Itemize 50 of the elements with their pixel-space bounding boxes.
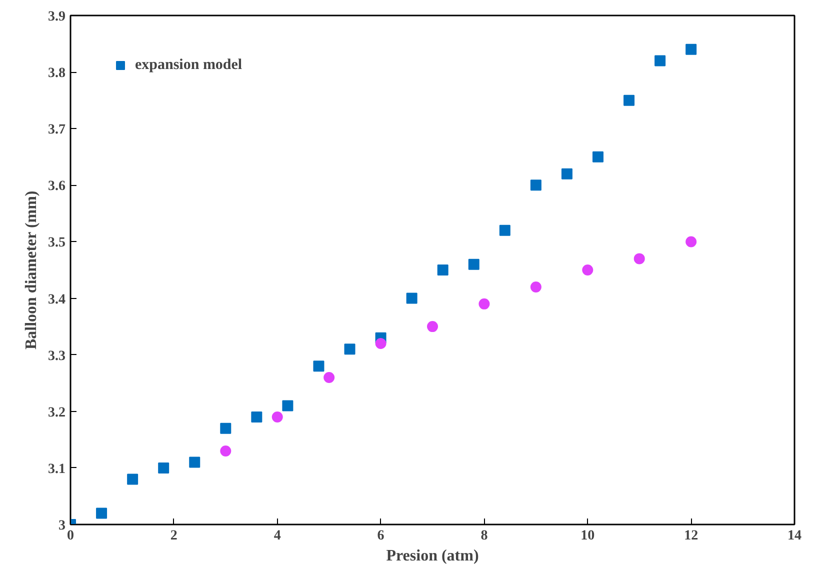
point [220,422,232,434]
y-axis-title: Balloon diameter (mm) [23,190,40,350]
y-tick-label: 3.4 [48,292,66,308]
point [686,236,697,248]
point [499,224,510,236]
point [313,360,324,372]
point [324,372,335,383]
y-tick-label: 3.8 [48,66,66,82]
x-axis-title: Presion (atm) [386,548,479,564]
point [127,474,138,485]
point [654,55,666,66]
point [561,168,572,180]
y-tick-label: 3 [58,518,66,534]
y-tick-label: 3.3 [48,348,66,364]
x-tick-label: 0 [67,528,74,544]
y-tick-label: 3.6 [48,179,66,194]
point [468,258,480,270]
point [189,456,200,468]
y-tick-label: 3.7 [48,122,66,138]
point [478,298,490,310]
point [96,508,108,519]
point [582,264,594,276]
point [282,400,294,412]
x-tick-label: 14 [788,528,802,544]
point [634,253,645,264]
x-tick-label: 10 [580,528,595,544]
x-tick-label: 6 [377,528,384,544]
point [375,338,386,350]
point [592,151,604,162]
x-tick-label: 2 [170,528,178,544]
x-tick-label: 8 [480,528,488,544]
x-tick-label: 4 [274,528,281,544]
point [427,321,438,332]
point [437,264,448,276]
legend-label: expansion model [135,56,242,74]
y-tick-label: 3.1 [48,462,66,477]
x-tick-label: 12 [684,528,698,544]
point [220,445,232,456]
point [624,94,635,106]
y-tick-label: 3.9 [48,10,66,24]
point [530,281,542,292]
point [406,292,418,304]
point [530,180,542,191]
point [686,44,697,55]
y-tick-label: 3.5 [48,236,66,251]
point [158,462,170,474]
y-tick-label: 3.2 [48,405,66,420]
point [272,412,283,423]
point [251,412,262,423]
point [344,344,356,355]
